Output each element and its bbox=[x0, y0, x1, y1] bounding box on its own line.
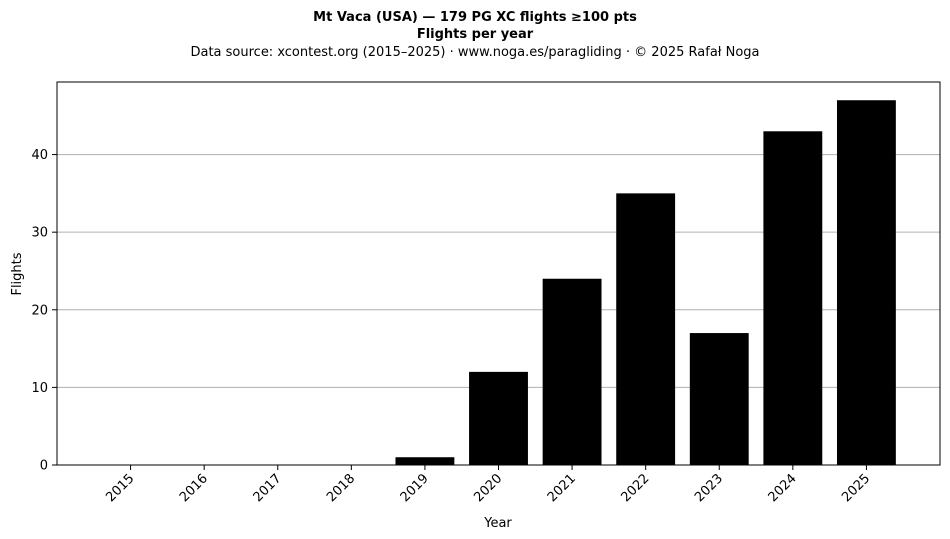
x-axis-ticks: 2015 2016 2017 2018 2019 2020 2021 2022 2023 2024… bbox=[103, 465, 873, 505]
x-tick-label: 2017 bbox=[251, 471, 285, 505]
bar-2021 bbox=[542, 278, 602, 465]
bars bbox=[395, 100, 896, 466]
x-tick-label: 2016 bbox=[177, 471, 211, 505]
chart-source-line: Data source: xcontest.org (2015–2025) · … bbox=[190, 45, 759, 60]
x-tick-label: 2019 bbox=[398, 471, 432, 505]
bar-2020 bbox=[469, 371, 528, 465]
bar-2024 bbox=[763, 131, 823, 465]
y-tick-label: 0 bbox=[40, 459, 48, 474]
y-axis-ticks: 0 10 20 30 40 bbox=[31, 148, 57, 474]
y-tick-label: 40 bbox=[31, 148, 48, 163]
x-tick-label: 2025 bbox=[839, 471, 873, 505]
y-tick-label: 30 bbox=[31, 226, 48, 241]
x-tick-label: 2022 bbox=[618, 471, 652, 505]
x-tick-label: 2018 bbox=[324, 471, 358, 505]
x-tick-label: 2024 bbox=[766, 471, 800, 505]
x-tick-label: 2023 bbox=[692, 471, 726, 505]
bar-2022 bbox=[616, 193, 676, 466]
y-tick-label: 20 bbox=[31, 303, 48, 318]
x-axis-label: Year bbox=[483, 516, 512, 531]
bar-2023 bbox=[689, 333, 749, 465]
bar-2025 bbox=[836, 100, 896, 465]
chart-title: Mt Vaca (USA) — 179 PG XC flights ≥100 p… bbox=[313, 10, 637, 25]
y-axis-label: Flights bbox=[10, 252, 25, 295]
bar-2019 bbox=[395, 457, 455, 465]
x-tick-label: 2020 bbox=[471, 471, 505, 505]
y-tick-label: 10 bbox=[31, 381, 48, 396]
chart-subtitle: Flights per year bbox=[417, 27, 534, 42]
x-tick-label: 2015 bbox=[103, 471, 137, 505]
x-tick-label: 2021 bbox=[545, 471, 579, 505]
